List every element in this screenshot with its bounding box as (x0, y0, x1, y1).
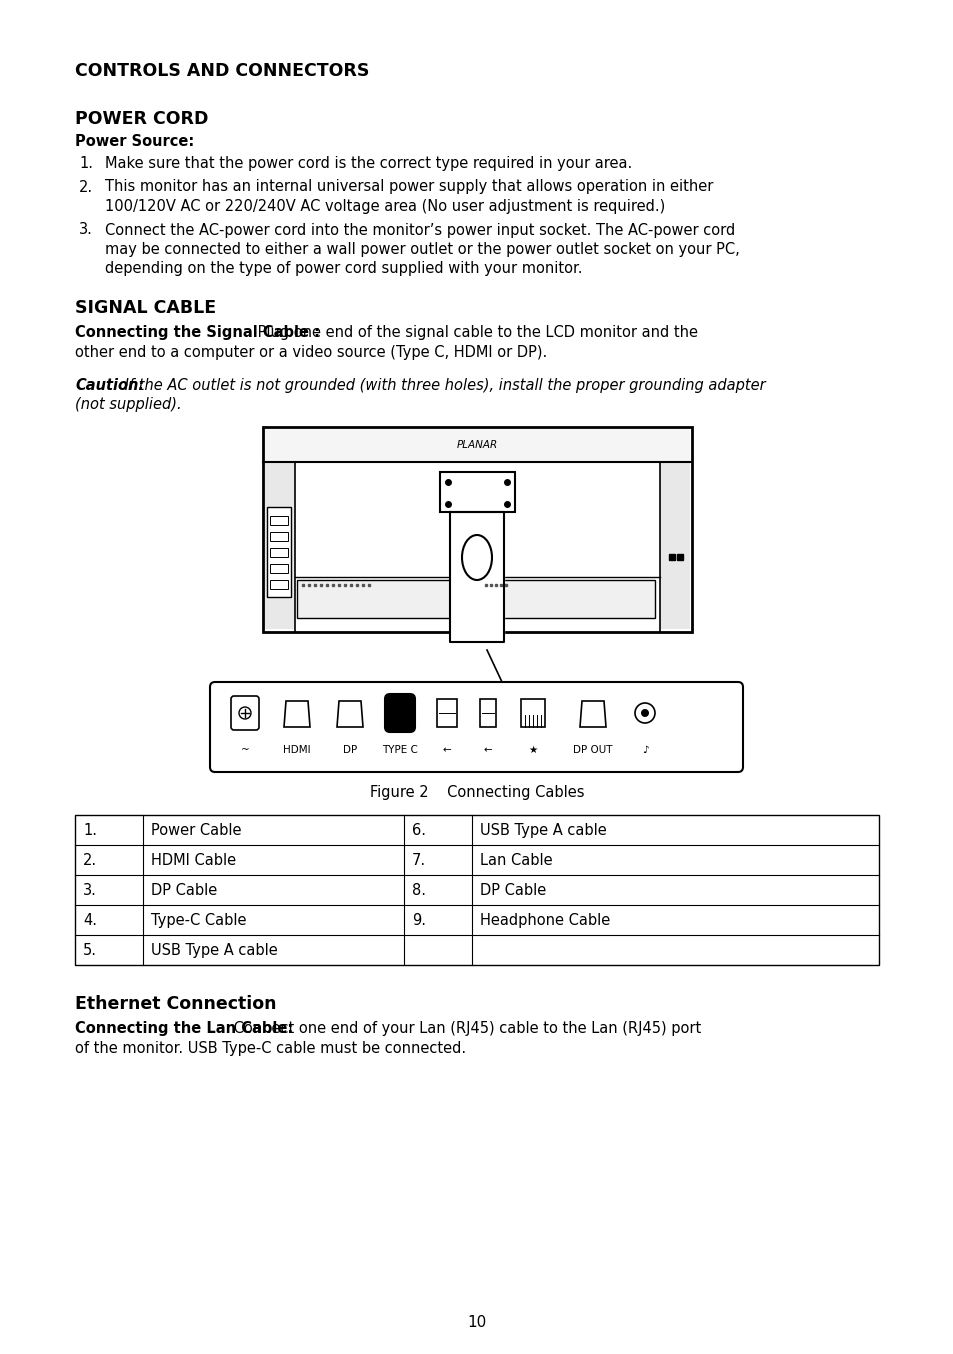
Text: 3.: 3. (79, 222, 92, 237)
Bar (270, 580, 288, 589)
Bar (265, 462, 294, 630)
Text: may be connected to either a wall power outlet or the power outlet socket on you: may be connected to either a wall power … (105, 242, 739, 257)
Bar (439, 473, 515, 512)
Bar (267, 506, 291, 597)
Text: 2.: 2. (79, 180, 93, 195)
Text: 5.: 5. (83, 944, 97, 959)
Text: ←: ← (483, 745, 492, 756)
FancyBboxPatch shape (210, 682, 742, 772)
Text: Power Cable: Power Cable (151, 823, 241, 838)
Text: 1.: 1. (79, 156, 92, 171)
Text: 2.: 2. (83, 853, 97, 868)
Text: 10: 10 (467, 1315, 486, 1330)
Text: Connect one end of your Lan (RJ45) cable to the Lan (RJ45) port: Connect one end of your Lan (RJ45) cable… (229, 1021, 700, 1036)
Bar (265, 429, 689, 462)
Bar (270, 548, 288, 556)
Text: Connecting the Lan Cable:: Connecting the Lan Cable: (75, 1021, 293, 1036)
Text: 100/120V AC or 220/240V AC voltage area (No user adjustment is required.): 100/120V AC or 220/240V AC voltage area … (105, 199, 664, 214)
Text: 4.: 4. (83, 913, 97, 927)
Text: Connecting the Signal Cable :: Connecting the Signal Cable : (75, 325, 319, 340)
Text: Headphone Cable: Headphone Cable (479, 913, 610, 927)
Text: ←: ← (442, 745, 451, 756)
Text: Lan Cable: Lan Cable (479, 853, 552, 868)
Text: DP: DP (342, 745, 356, 756)
Circle shape (635, 703, 655, 723)
Text: Plug one end of the signal cable to the LCD monitor and the: Plug one end of the signal cable to the … (253, 325, 698, 340)
Bar (520, 699, 544, 727)
Text: depending on the type of power cord supplied with your monitor.: depending on the type of power cord supp… (105, 261, 582, 276)
Text: ♪: ♪ (641, 745, 648, 756)
Text: POWER CORD: POWER CORD (75, 110, 208, 129)
Text: 3.: 3. (83, 883, 97, 898)
Polygon shape (450, 512, 503, 642)
Text: HDMI Cable: HDMI Cable (151, 853, 236, 868)
Text: CONTROLS AND CONNECTORS: CONTROLS AND CONNECTORS (75, 62, 369, 80)
Text: 9.: 9. (412, 913, 426, 927)
Text: Connect the AC-power cord into the monitor’s power input socket. The AC-power co: Connect the AC-power cord into the monit… (105, 222, 735, 237)
Text: PLANAR: PLANAR (456, 440, 497, 450)
Text: ~: ~ (240, 745, 249, 756)
FancyBboxPatch shape (385, 695, 415, 733)
Text: SIGNAL CABLE: SIGNAL CABLE (75, 299, 216, 317)
Bar (436, 699, 456, 727)
Text: 1.: 1. (83, 823, 97, 838)
Text: (not supplied).: (not supplied). (75, 398, 181, 413)
Text: This monitor has an internal universal power supply that allows operation in eit: This monitor has an internal universal p… (105, 180, 713, 195)
Text: DP OUT: DP OUT (573, 745, 612, 756)
Text: TYPE C: TYPE C (381, 745, 417, 756)
FancyBboxPatch shape (231, 696, 258, 730)
Text: 6.: 6. (412, 823, 426, 838)
Text: 7.: 7. (412, 853, 426, 868)
Bar (270, 532, 288, 542)
Text: Ethernet Connection: Ethernet Connection (75, 995, 276, 1013)
Polygon shape (579, 701, 605, 727)
Text: ★: ★ (528, 745, 537, 756)
Bar (481, 580, 655, 617)
Text: Power Source:: Power Source: (75, 134, 194, 149)
Text: If the AC outlet is not grounded (with three holes), install the proper groundin: If the AC outlet is not grounded (with t… (120, 378, 764, 393)
Text: Make sure that the power cord is the correct type required in your area.: Make sure that the power cord is the cor… (105, 156, 632, 171)
Polygon shape (284, 701, 310, 727)
Text: Type-C Cable: Type-C Cable (151, 913, 246, 927)
Bar (75, 815, 878, 965)
Bar (659, 462, 689, 630)
Bar (270, 516, 288, 525)
Text: HDMI: HDMI (283, 745, 311, 756)
Text: USB Type A cable: USB Type A cable (479, 823, 606, 838)
Text: of the monitor. USB Type-C cable must be connected.: of the monitor. USB Type-C cable must be… (75, 1040, 466, 1056)
Text: DP Cable: DP Cable (479, 883, 546, 898)
Text: Caution:: Caution: (75, 378, 144, 393)
Text: Figure 2    Connecting Cables: Figure 2 Connecting Cables (370, 785, 583, 800)
Bar (296, 580, 473, 617)
Text: USB Type A cable: USB Type A cable (151, 944, 277, 959)
Text: DP Cable: DP Cable (151, 883, 217, 898)
Bar (263, 427, 691, 632)
Bar (270, 565, 288, 573)
Ellipse shape (461, 535, 492, 580)
Text: other end to a computer or a video source (Type C, HDMI or DP).: other end to a computer or a video sourc… (75, 344, 547, 360)
Bar (479, 699, 496, 727)
Circle shape (640, 709, 648, 718)
Polygon shape (336, 701, 363, 727)
Circle shape (239, 707, 251, 719)
Text: 8.: 8. (412, 883, 426, 898)
